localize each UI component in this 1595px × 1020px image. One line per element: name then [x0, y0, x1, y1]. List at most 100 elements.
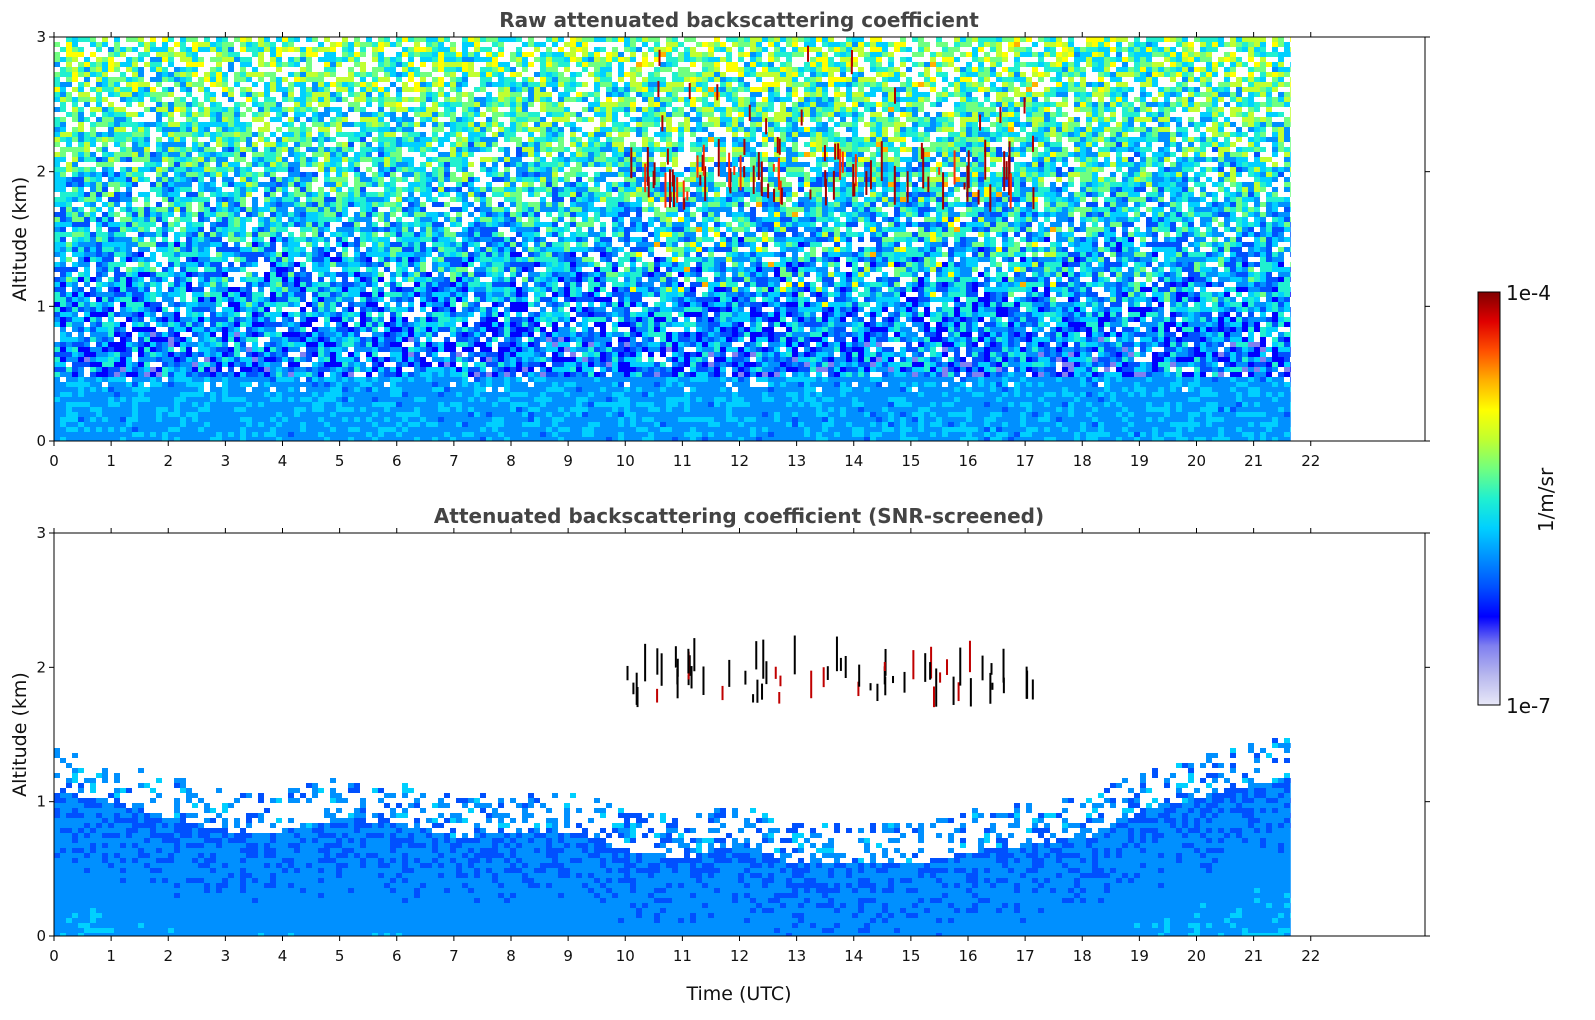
heatmap-cell	[186, 287, 192, 292]
heatmap-cell	[96, 342, 102, 347]
heatmap-cell	[366, 407, 372, 412]
heatmap-cell	[72, 352, 78, 357]
heatmap-cell	[492, 272, 498, 277]
heatmap-cell	[234, 172, 240, 177]
heatmap-cell	[378, 357, 384, 362]
heatmap-cell	[252, 432, 258, 437]
heatmap-cell	[414, 267, 420, 272]
heatmap-cell	[336, 312, 342, 317]
heatmap-cell	[486, 52, 492, 57]
heatmap-cell	[480, 147, 486, 152]
heatmap-cell	[150, 342, 156, 347]
heatmap-cell	[444, 107, 450, 112]
heatmap-cell	[78, 277, 84, 282]
heatmap-cell	[306, 382, 312, 387]
heatmap-cell	[444, 427, 450, 432]
heatmap-cell	[84, 77, 90, 82]
heatmap-cell	[432, 342, 438, 347]
heatmap-cell	[480, 257, 486, 262]
heatmap-cell	[186, 322, 192, 327]
heatmap-cell	[468, 347, 474, 352]
heatmap-cell	[276, 302, 282, 307]
heatmap-cell	[312, 237, 318, 242]
heatmap-cell	[270, 327, 276, 332]
heatmap-cell	[192, 122, 198, 127]
heatmap-cell	[366, 227, 372, 232]
heatmap-cell	[150, 407, 156, 412]
heatmap-cell	[438, 242, 444, 247]
heatmap-cell	[420, 137, 426, 142]
heatmap-cell	[492, 117, 498, 122]
heatmap-cell	[222, 277, 228, 282]
heatmap-cell	[138, 282, 144, 287]
heatmap-cell	[72, 217, 78, 222]
heatmap-cell	[474, 417, 480, 422]
heatmap-cell	[324, 422, 330, 427]
heatmap-cell	[342, 37, 348, 42]
heatmap-cell	[174, 337, 180, 342]
heatmap-cell	[378, 132, 384, 137]
heatmap-cell	[114, 37, 120, 42]
heatmap-cell	[390, 257, 396, 262]
heatmap-cell	[246, 327, 252, 332]
heatmap-cell	[342, 332, 348, 337]
heatmap-cell	[138, 172, 144, 177]
heatmap-cell	[192, 137, 198, 142]
heatmap-cell	[456, 252, 462, 257]
heatmap-cell	[126, 87, 132, 92]
heatmap-cell	[288, 202, 294, 207]
heatmap-cell	[450, 132, 456, 137]
heatmap-cell	[480, 322, 486, 327]
heatmap-cell	[114, 157, 120, 162]
heatmap-cell	[108, 357, 114, 362]
heatmap-cell	[162, 397, 168, 402]
heatmap-cell	[210, 277, 216, 282]
heatmap-cell	[330, 197, 336, 202]
heatmap-cell	[264, 422, 270, 427]
heatmap-cell	[384, 252, 390, 257]
heatmap-cell	[330, 122, 336, 127]
heatmap-cell	[396, 337, 402, 342]
heatmap-cell	[138, 72, 144, 77]
heatmap-cell	[390, 407, 396, 412]
heatmap-cell	[474, 292, 480, 297]
heatmap-cell	[120, 262, 126, 267]
heatmap-cell	[186, 327, 192, 332]
heatmap-cell	[54, 117, 60, 122]
heatmap-cell	[102, 332, 108, 337]
heatmap-cell	[228, 232, 234, 237]
heatmap-cell	[324, 102, 330, 107]
heatmap-cell	[234, 412, 240, 417]
heatmap-cell	[150, 242, 156, 247]
heatmap-cell	[432, 422, 438, 427]
heatmap-cell	[234, 152, 240, 157]
heatmap-cell	[384, 182, 390, 187]
heatmap-cell	[420, 87, 426, 92]
heatmap-cell	[84, 172, 90, 177]
heatmap-cell	[354, 377, 360, 382]
heatmap-cell	[306, 417, 312, 422]
heatmap-cell	[174, 277, 180, 282]
heatmap-cell	[450, 82, 456, 87]
heatmap-cell	[450, 177, 456, 182]
heatmap-cell	[468, 192, 474, 197]
heatmap-cell	[366, 402, 372, 407]
heatmap-cell	[132, 62, 138, 67]
heatmap-cell	[66, 377, 72, 382]
heatmap-cell	[54, 437, 60, 441]
heatmap-cell	[480, 397, 486, 402]
heatmap-cell	[108, 327, 114, 332]
heatmap-cell	[234, 102, 240, 107]
heatmap-cell	[402, 337, 408, 342]
heatmap-cell	[102, 437, 108, 441]
heatmap-cell	[132, 152, 138, 157]
heatmap-cell	[66, 207, 72, 212]
heatmap-cell	[348, 92, 354, 97]
heatmap-cell	[72, 87, 78, 92]
heatmap-cell	[258, 52, 264, 57]
heatmap-cell	[330, 277, 336, 282]
heatmap-cell	[84, 347, 90, 352]
heatmap-cell	[210, 92, 216, 97]
heatmap-cell	[318, 427, 324, 432]
heatmap-cell	[84, 417, 90, 422]
